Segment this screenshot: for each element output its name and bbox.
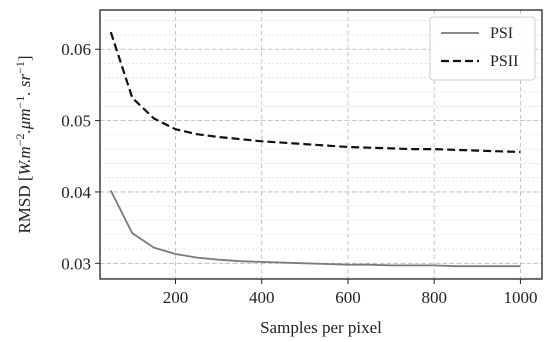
x-tick-label: 800 bbox=[421, 288, 447, 307]
y-axis-label-part: −2 bbox=[13, 134, 27, 147]
x-tick-label: 400 bbox=[249, 288, 275, 307]
y-axis-label-part: −1 bbox=[13, 96, 27, 109]
y-axis-label-part: ] bbox=[15, 55, 34, 61]
series-lines bbox=[109, 31, 521, 268]
y-axis-label-part: RMSD [ bbox=[15, 175, 34, 233]
y-tick-label: 0.06 bbox=[61, 40, 91, 59]
x-tick-label: 200 bbox=[163, 288, 189, 307]
y-tick-label: 0.04 bbox=[61, 183, 91, 202]
x-tick-label: 600 bbox=[335, 288, 361, 307]
legend-box bbox=[429, 16, 536, 81]
y-tick-label: 0.05 bbox=[61, 112, 91, 131]
y-axis-label-part: .μm bbox=[15, 108, 34, 133]
axis-ticks: 200 400 600 800 1000 0.03 0.04 0.05 0.06 bbox=[61, 40, 537, 307]
y-tick-label: 0.03 bbox=[61, 254, 91, 273]
legend-label-psii: PSII bbox=[490, 53, 518, 70]
x-tick-label: 1000 bbox=[503, 288, 537, 307]
plot-frame bbox=[99, 9, 543, 280]
y-axis-label-part: W.m bbox=[15, 146, 34, 175]
series-line-psi bbox=[109, 190, 521, 268]
x-axis-label: Samples per pixel bbox=[260, 318, 382, 337]
legend-label-psi: PSI bbox=[490, 25, 513, 42]
y-axis-label-part: −1 bbox=[13, 61, 27, 74]
y-axis-label-part: . sr bbox=[15, 74, 34, 96]
legend: PSI PSII bbox=[429, 16, 536, 81]
y-axis-label: RMSD [W.m−2.μm−1. sr−1] bbox=[13, 55, 34, 233]
series-line-psii bbox=[109, 31, 521, 154]
